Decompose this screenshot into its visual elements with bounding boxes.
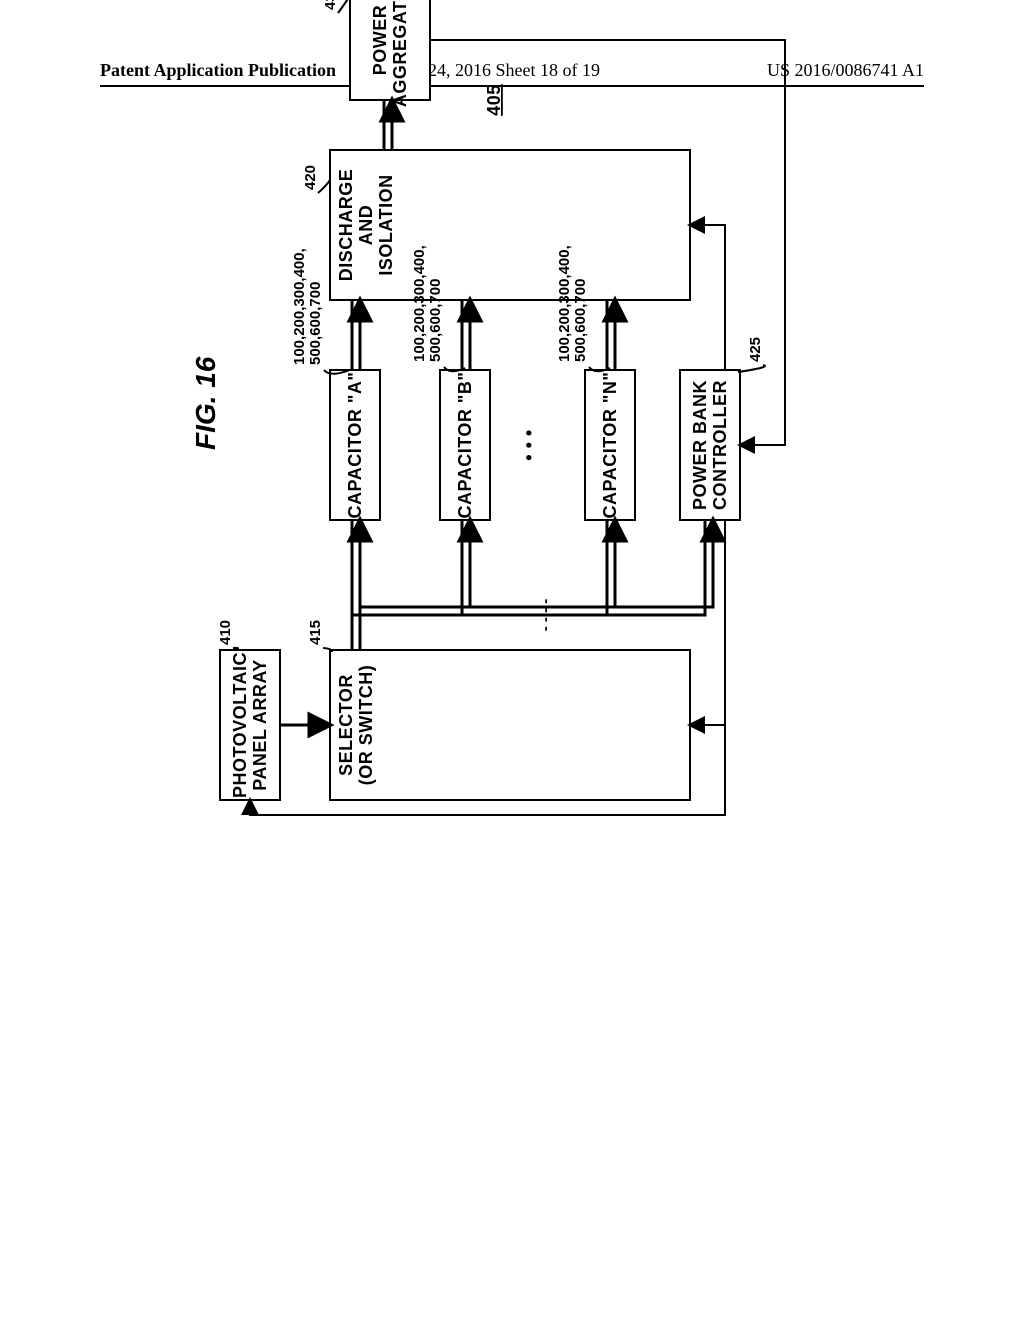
block-capN: CAPACITOR "N" [585,370,635,520]
block-sel: SELECTOR(OR SWITCH) [330,650,690,800]
block-diagram: FIG. 16 PHOTOVOLTAICPANEL ARRAY SELECTOR(… [180,0,830,840]
block-capA-line0: CAPACITOR "A" [345,372,365,519]
ref-leader-pbc [738,365,765,372]
ellipsis-dots: • • • [519,429,539,460]
cap-note-A-0: 100,200,300,400, [291,248,308,365]
page: Patent Application Publication Mar. 24, … [0,0,1024,1320]
block-disch-line2: ISOLATION [376,174,396,275]
bus-selector-to-caps [352,520,713,650]
ref-leader-disch [318,180,330,193]
block-agg-line0: POWER [370,5,390,76]
cap-note-N-1: 500,600,700 [572,279,589,362]
ref-pv: 410 [217,620,234,645]
block-pbc-line1: CONTROLLER [710,380,730,510]
wire-pbc-to-selector [690,520,725,725]
figure-title: FIG. 16 [190,356,221,450]
ref-sel: 415 [307,620,324,645]
block-pv: PHOTOVOLTAICPANEL ARRAY [220,650,280,800]
block-disch-line1: AND [356,205,376,246]
system-ref: 405 [484,84,504,116]
wire-pbc-to-discharge [690,225,725,370]
block-pv-line1: PANEL ARRAY [250,659,270,791]
block-capB: CAPACITOR "B" [440,370,490,520]
block-pbc: POWER BANKCONTROLLER [680,370,740,520]
cap-note-N-0: 100,200,300,400, [556,245,573,362]
block-agg: POWERAGGREGATOR [350,0,430,107]
block-sel-line0: SELECTOR [336,674,356,776]
ref-disch: 420 [302,165,319,190]
block-capN-line0: CAPACITOR "N" [600,372,620,519]
cap-note-A-1: 500,600,700 [307,282,324,365]
block-capB-line0: CAPACITOR "B" [455,372,475,519]
block-pbc-line0: POWER BANK [690,380,710,510]
block-disch-line0: DISCHARGE [336,169,356,282]
block-disch: DISCHARGEANDISOLATION [330,150,690,300]
block-agg-line1: AGGREGATOR [390,0,410,107]
cap-note-B-0: 100,200,300,400, [411,245,428,362]
block-pv-line0: PHOTOVOLTAIC [230,652,250,798]
block-capA: CAPACITOR "A" [330,370,380,520]
cap-note-B-1: 500,600,700 [427,279,444,362]
block-sel-line1: (OR SWITCH) [356,665,376,785]
ref-pbc: 425 [747,337,764,362]
ref-agg: 430 [322,0,339,10]
figure-wrap: FIG. 16 PHOTOVOLTAICPANEL ARRAY SELECTOR(… [180,190,1024,840]
